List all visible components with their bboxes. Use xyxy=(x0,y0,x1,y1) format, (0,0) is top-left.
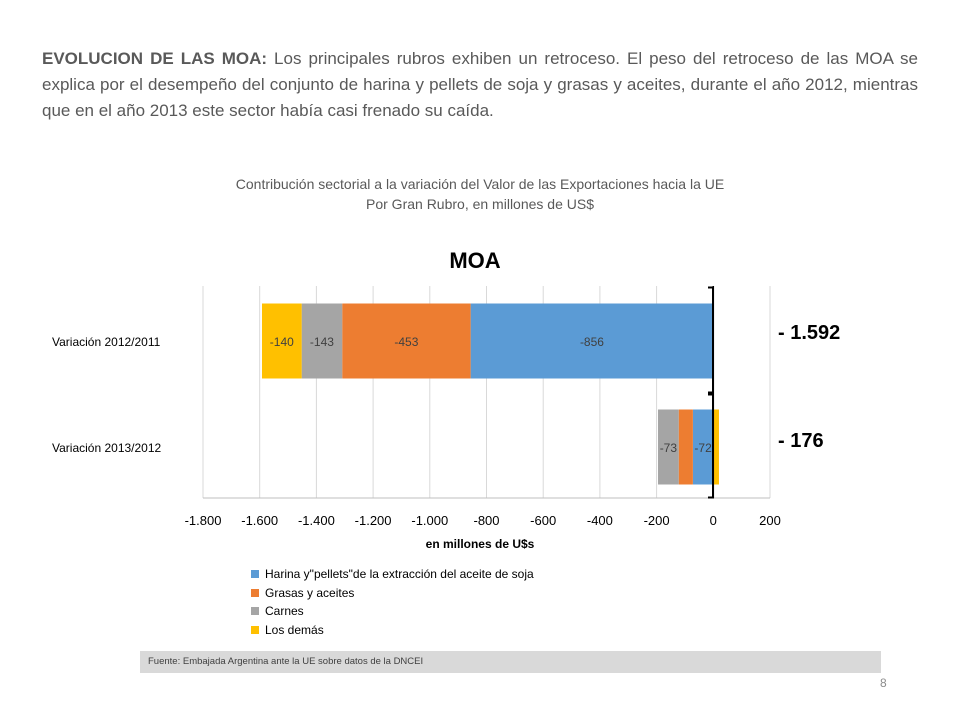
legend-swatch xyxy=(251,570,259,579)
chart-legend: Harina y"pellets"de la extracción del ac… xyxy=(251,565,534,639)
total-value: - 176 xyxy=(778,430,824,452)
x-tick-label: -200 xyxy=(644,513,670,528)
x-axis-label: en millones de U$s xyxy=(426,537,535,551)
category-label: Variación 2013/2012 xyxy=(52,441,162,455)
bar-segment xyxy=(470,303,714,379)
legend-label: Harina y"pellets"de la extracción del ac… xyxy=(265,567,534,582)
legend-item: Carnes xyxy=(251,602,534,621)
x-tick-label: 200 xyxy=(759,513,781,528)
data-label: -453 xyxy=(394,335,418,349)
x-tick-label: -1.800 xyxy=(185,513,222,528)
total-value: - 1.592 xyxy=(778,322,840,344)
data-label: -140 xyxy=(270,335,294,349)
bar-segment xyxy=(713,409,719,485)
bar-segment xyxy=(342,303,471,379)
x-tick-label: 0 xyxy=(710,513,717,528)
page-number: 8 xyxy=(880,676,887,690)
source-note: Fuente: Embajada Argentina ante la UE so… xyxy=(140,651,881,673)
bar-segment xyxy=(678,409,693,485)
chart-caption-line-1: Contribución sectorial a la variación de… xyxy=(235,176,725,192)
data-label: -73 xyxy=(660,441,678,455)
legend-item: Grasas y aceites xyxy=(251,584,534,603)
legend-label: Los demás xyxy=(265,622,324,637)
legend-item: Los demás xyxy=(251,621,534,640)
bar-segment xyxy=(692,409,714,485)
x-tick-label: -1.600 xyxy=(241,513,278,528)
intro-lead: EVOLUCION DE LAS MOA: xyxy=(42,49,268,68)
intro-body: Los principales rubros exhiben un retroc… xyxy=(42,49,918,120)
legend-swatch xyxy=(251,607,259,616)
bar-segment xyxy=(261,303,302,379)
x-tick-label: -1.000 xyxy=(411,513,448,528)
data-label: -72 xyxy=(694,441,712,455)
legend-swatch xyxy=(251,588,259,597)
intro-paragraph: EVOLUCION DE LAS MOA: Los principales ru… xyxy=(42,46,918,124)
chart-title: MOA xyxy=(449,248,500,273)
category-label: Variación 2012/2011 xyxy=(52,335,161,349)
legend-item: Harina y"pellets"de la extracción del ac… xyxy=(251,565,534,584)
x-tick-label: -400 xyxy=(587,513,613,528)
bar-segment xyxy=(301,303,343,379)
legend-swatch xyxy=(251,625,259,634)
chart-caption-line-2: Por Gran Rubro, en millones de US$ xyxy=(366,196,594,212)
data-label: -143 xyxy=(310,335,334,349)
x-tick-label: -800 xyxy=(473,513,499,528)
chart-caption: Contribución sectorial a la variación de… xyxy=(0,174,960,214)
x-tick-label: -600 xyxy=(530,513,556,528)
legend-label: Carnes xyxy=(265,604,304,619)
x-tick-label: -1.400 xyxy=(298,513,335,528)
x-tick-label: -1.200 xyxy=(355,513,392,528)
legend-label: Grasas y aceites xyxy=(265,585,355,600)
data-label: -856 xyxy=(580,335,604,349)
bar-segment xyxy=(658,409,679,485)
